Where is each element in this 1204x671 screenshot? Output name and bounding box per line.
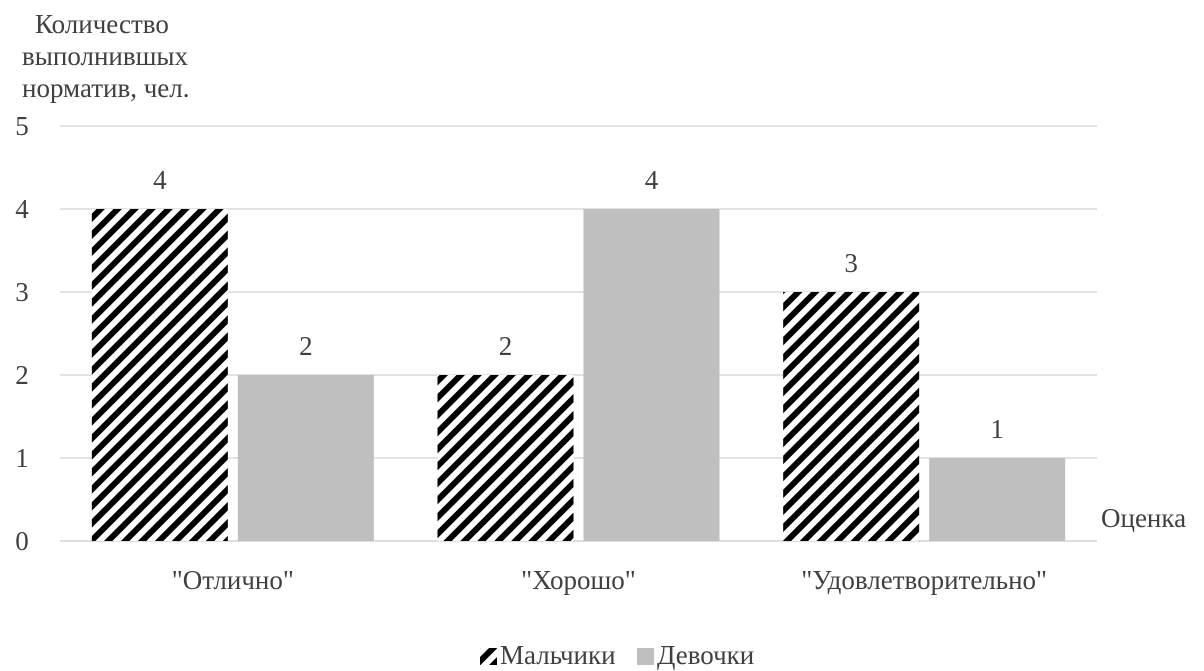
data-label: 4 [645, 165, 659, 195]
y-tick-label: 5 [15, 111, 29, 141]
bars [91, 209, 1066, 541]
data-label: 2 [499, 331, 513, 361]
data-label: 3 [844, 248, 858, 278]
y-axis-ticks: 0 1 2 3 4 5 [15, 111, 29, 556]
bar-boys-0 [91, 209, 228, 541]
legend-label-boys: Мальчики [500, 640, 616, 670]
y-tick-label: 4 [15, 194, 29, 224]
bar-girls-0 [237, 375, 374, 541]
x-category-label: "Отлично" [172, 565, 294, 595]
legend-label-girls: Девочки [657, 640, 754, 670]
gridlines [60, 125, 1097, 542]
data-label: 4 [153, 165, 167, 195]
y-axis-title-line-3: норматив, чел. [22, 73, 190, 103]
x-category-label: "Удовлетворительно" [801, 565, 1047, 595]
legend: Мальчики Девочки [480, 640, 754, 670]
y-axis-title-line-1: Количество [35, 9, 169, 39]
x-axis-title: Оценка [1101, 503, 1186, 533]
y-tick-label: 1 [15, 443, 29, 473]
data-label: 2 [299, 331, 313, 361]
y-tick-label: 2 [15, 360, 29, 390]
legend-swatch-girls [637, 648, 654, 665]
bar-boys-1 [437, 375, 574, 541]
data-label: 1 [990, 414, 1004, 444]
data-labels: 4 2 2 4 3 1 [153, 165, 1004, 444]
bar-boys-2 [783, 292, 920, 541]
x-category-label: "Хорошо" [521, 565, 636, 595]
y-axis-title-line-2: выполнившых [22, 41, 189, 71]
y-tick-label: 3 [15, 277, 29, 307]
bar-girls-1 [583, 209, 720, 541]
y-tick-label: 0 [15, 526, 29, 556]
bar-girls-2 [929, 458, 1066, 541]
legend-swatch-boys [480, 648, 497, 665]
category-labels: "Отлично" "Хорошо" "Удовлетворительно" [172, 565, 1047, 595]
